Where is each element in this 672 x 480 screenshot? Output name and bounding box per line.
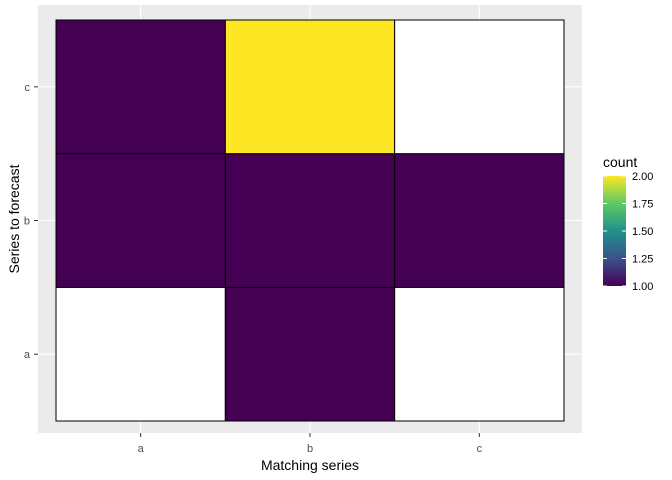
legend-ticks: 1.00 1.25 1.50 1.75 2.00 [603,171,653,293]
heatmap-cell-b-b [224,153,396,288]
heatmap-cell-a-b [55,153,226,288]
legend-tick-label-1.00: 1.00 [632,281,653,293]
x-tick-label-c: c [477,443,483,455]
legend-tick-label-1.75: 1.75 [632,199,653,211]
legend-tick-label-2.00: 2.00 [632,171,653,183]
x-tick-label-b: b [307,443,313,455]
heatmap-cell-c-b [394,153,565,288]
legend-tick-label-1.50: 1.50 [632,226,653,238]
legend-tick-label-1.25: 1.25 [632,254,653,266]
heatmap-cell-b-a [224,286,396,422]
heatmap-cell-a-a [55,286,226,422]
x-axis-title: Matching series [261,457,359,473]
y-tick-label-a: a [24,349,31,361]
y-tick-label-c: c [25,82,31,94]
heatmap-cell-c-c [394,19,565,155]
y-axis-title: Series to forecast [6,164,22,273]
heatmap-cells [55,19,565,422]
legend-title: count [603,154,637,170]
color-legend: count 1.00 1.25 1.50 1.75 2.00 [603,154,653,293]
legend-colorbar [603,176,626,286]
y-tick-label-b: b [24,216,30,228]
x-axis-ticks: a b c [138,433,483,455]
x-tick-label-a: a [138,443,145,455]
heatmap-cell-a-c [55,19,226,155]
y-axis-ticks: a b c [24,82,38,361]
heatmap-cell-b-c [224,19,396,155]
heatmap-cell-c-a [394,286,565,422]
